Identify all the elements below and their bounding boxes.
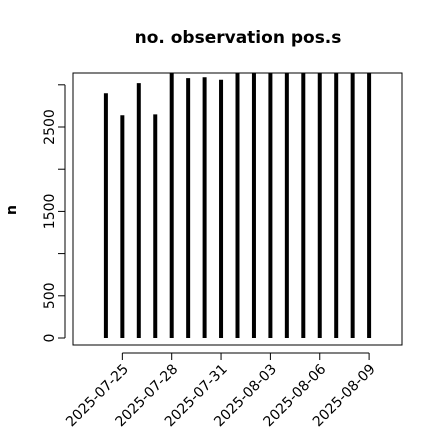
y-tick-label: 1500 [42,194,58,230]
y-axis-label: n [4,205,20,215]
plot-frame [72,72,403,346]
y-tick-label: 2500 [42,109,58,145]
chart-title: no. observation pos.s [135,28,342,48]
y-tick-label: 0 [42,334,58,343]
y-tick-label: 500 [42,282,58,309]
plot-area [103,73,372,338]
